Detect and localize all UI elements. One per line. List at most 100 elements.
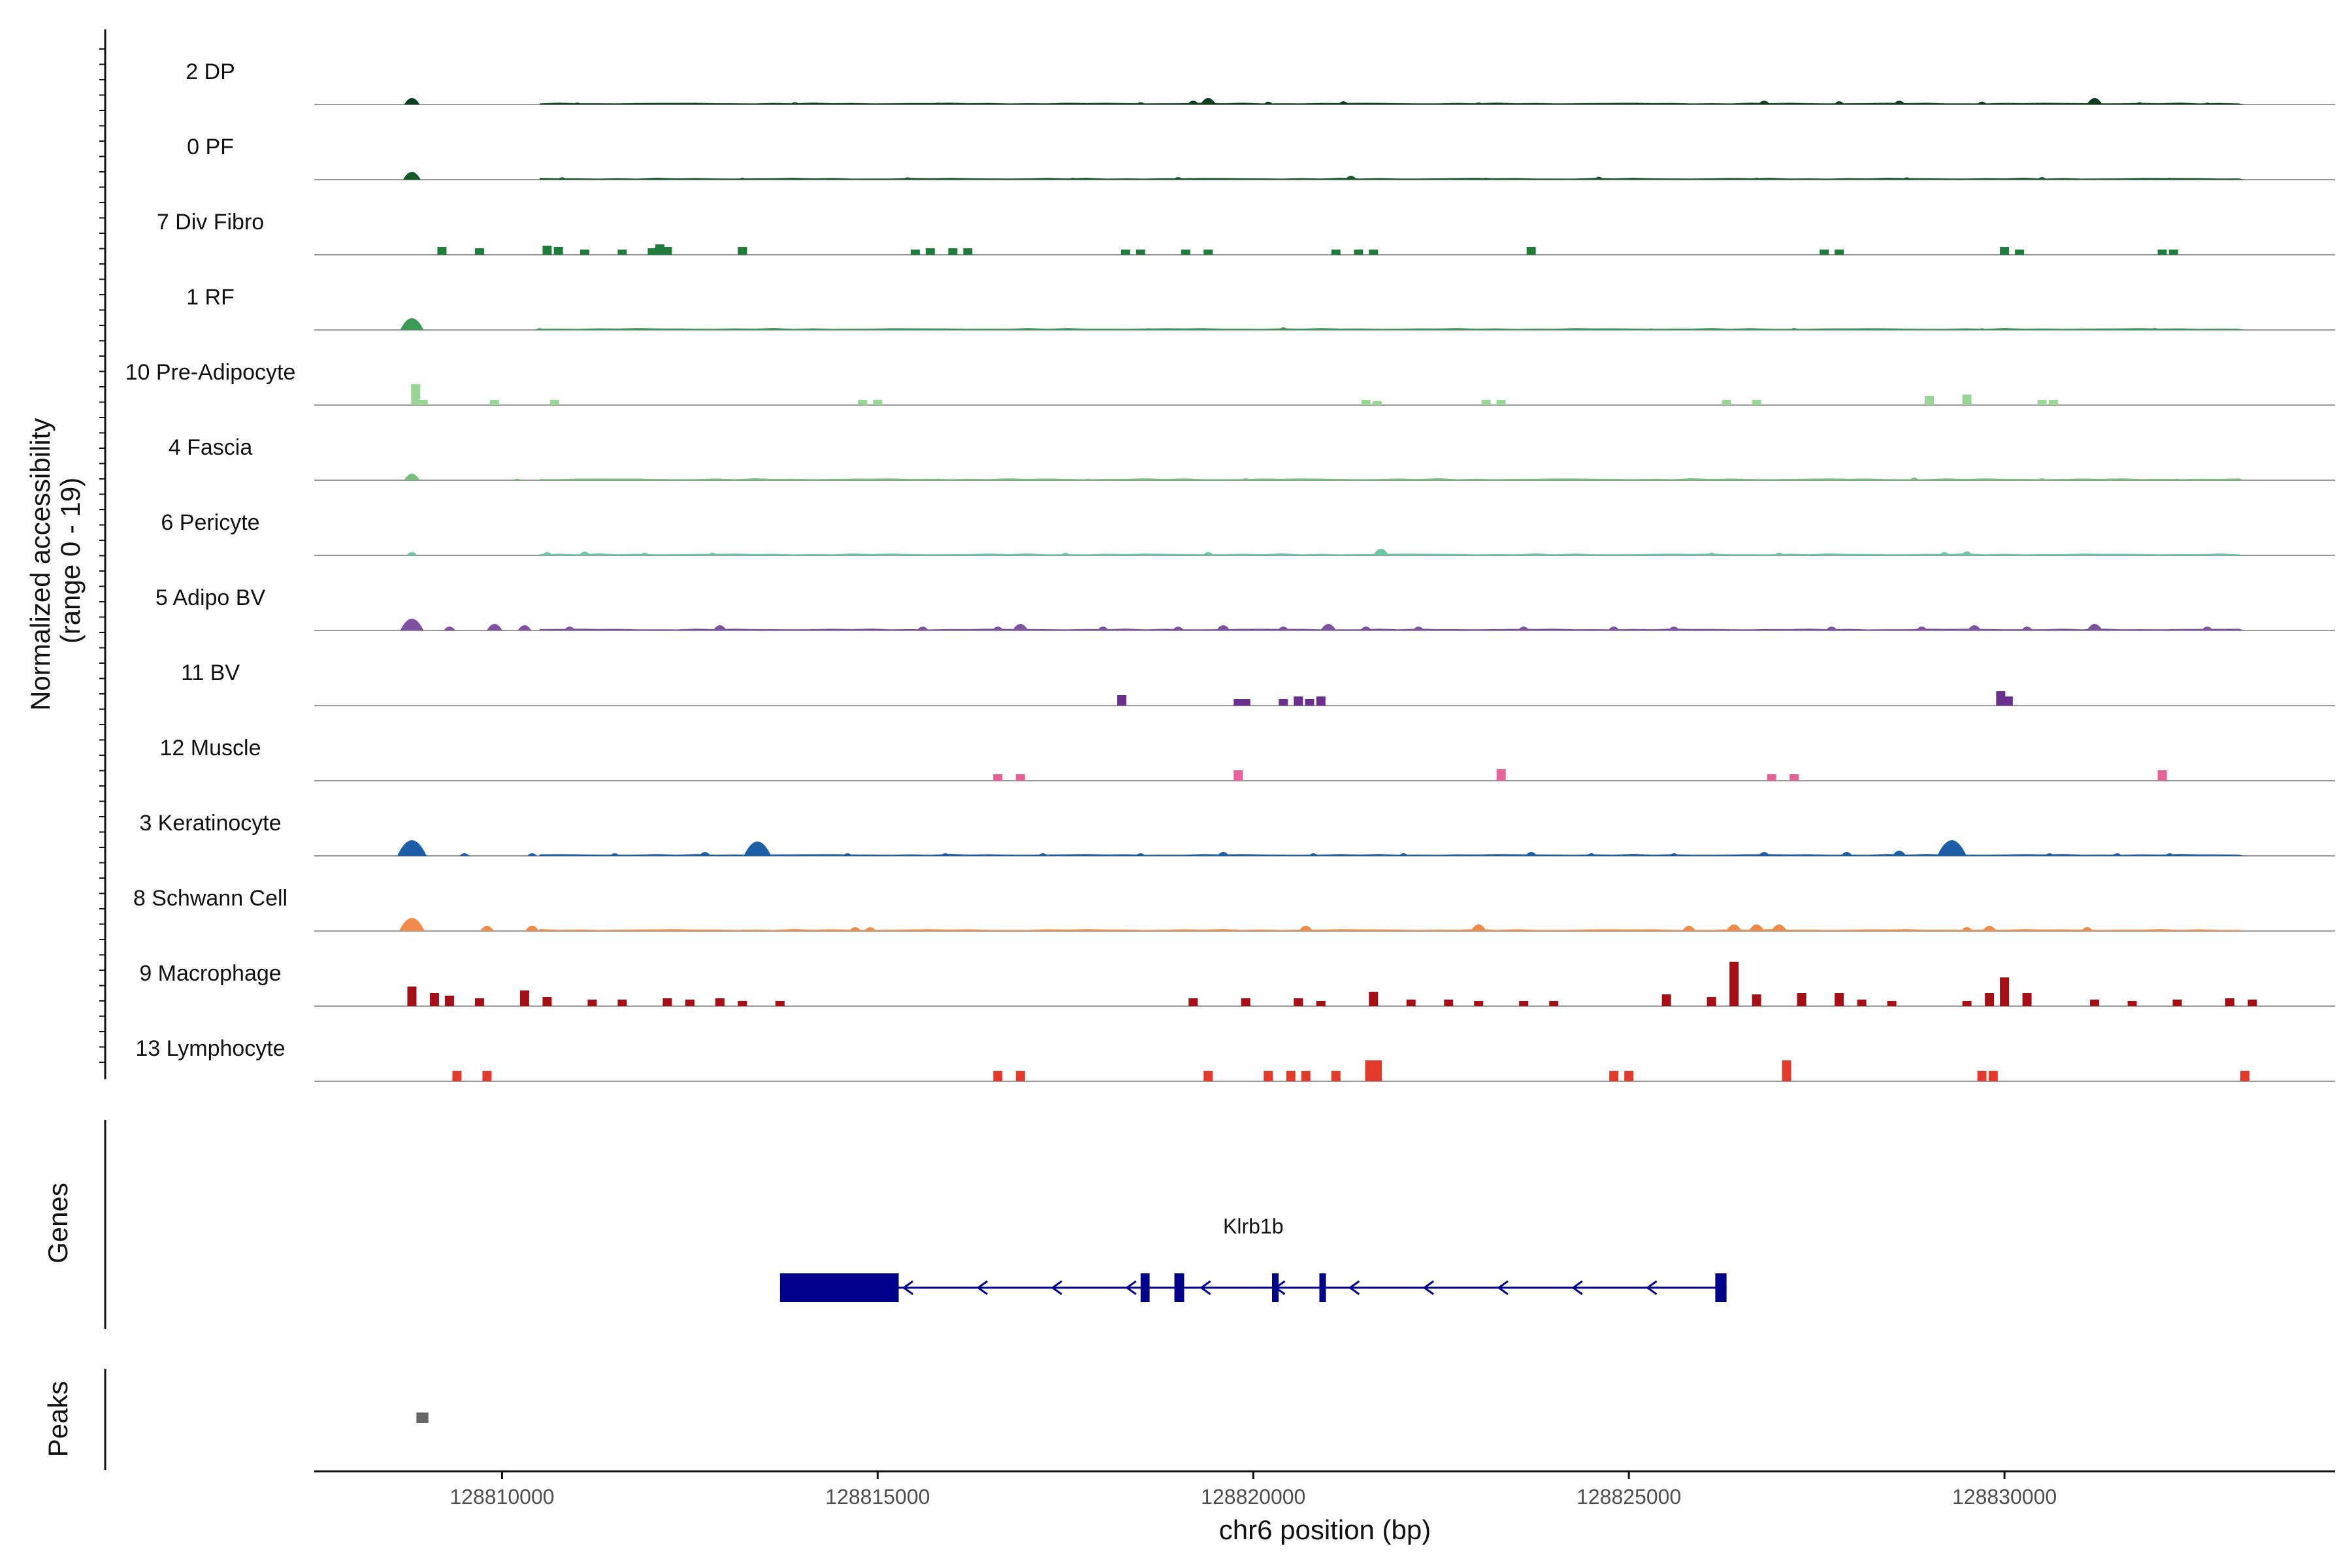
coverage-bar <box>452 1071 462 1081</box>
x-axis-tick-label: 128820000 <box>1201 1485 1305 1509</box>
coverage-bar <box>858 400 868 405</box>
coverage-bar <box>1331 250 1341 255</box>
coverage-peak <box>743 841 772 856</box>
coverage-bar <box>1279 699 1288 706</box>
gene-exon <box>1174 1273 1184 1302</box>
coverage-bar <box>1015 1071 1025 1081</box>
track-label-12-muscle: 12 Muscle <box>160 736 261 760</box>
coverage-bar <box>1369 250 1379 255</box>
x-axis: 128810000 128815000 128820000 128825000 1288… <box>314 1470 2335 1545</box>
coverage-bar <box>1624 1071 1634 1081</box>
gene-model-klrb1b <box>779 1273 1727 1302</box>
strand-arrow <box>1125 1280 1137 1296</box>
track-label-2-dp: 2 DP <box>186 59 235 84</box>
track-label-8-schwann-cell: 8 Schwann Cell <box>133 886 287 911</box>
coverage-bar <box>685 1000 694 1006</box>
coverage-bar <box>418 400 428 405</box>
track-2-dp: 2 DP <box>186 59 2335 105</box>
coverage-bar <box>910 250 920 255</box>
coverage-bar <box>549 400 559 405</box>
coverage-bar <box>1977 1071 1987 1081</box>
track-label-1-rf: 1 RF <box>186 285 235 310</box>
coverage-bar <box>1962 395 1972 405</box>
coverage-bar <box>1820 250 1829 255</box>
coverage-peak <box>1012 624 1028 630</box>
track-7-div-fibro: 7 Div Fibro <box>157 210 2335 255</box>
coverage-bar <box>1241 699 1250 706</box>
coverage-peak <box>1937 840 1967 856</box>
coverage-bar <box>1519 1001 1529 1006</box>
track-6-pericyte: 6 Pericyte <box>161 510 2335 556</box>
coverage-bar <box>1301 1071 1311 1081</box>
track-label-11-bv: 11 BV <box>181 661 240 685</box>
coverage-bar <box>437 247 447 255</box>
x-axis-tick-label: 128830000 <box>1952 1485 2057 1509</box>
coverage-bar <box>2015 250 2025 255</box>
coverage-background <box>539 178 2246 180</box>
coverage-bar <box>1365 1060 1375 1081</box>
coverage-bar <box>1444 1000 1454 1006</box>
peaks-panel: Peaks <box>42 1369 429 1470</box>
track-label-0-pf: 0 PF <box>187 135 234 159</box>
track-8-schwann-cell: 8 Schwann Cell <box>133 886 2335 932</box>
coverage-background <box>539 929 2246 931</box>
x-axis-tick-label: 128810000 <box>449 1485 554 1509</box>
coverage-bar <box>429 993 439 1006</box>
coverage-peak <box>525 926 539 931</box>
coverage-background <box>539 854 2246 856</box>
coverage-background <box>539 328 2246 330</box>
coverage-bar <box>1752 994 1761 1006</box>
genes-title: Genes <box>42 1183 73 1264</box>
coverage-bar <box>1789 774 1799 781</box>
coverage-bar <box>1857 1000 1867 1006</box>
x-axis-ticks: 128810000 128815000 128820000 128825000 1288… <box>449 1471 2057 1509</box>
track-1-rf: 1 RF <box>186 285 2335 331</box>
gene-exon <box>1715 1273 1727 1302</box>
coverage-bar <box>1331 1071 1341 1081</box>
track-12-muscle: 12 Muscle <box>160 736 2335 781</box>
coverage-bar <box>1316 696 1326 706</box>
coverage-peak <box>527 853 537 856</box>
strand-arrow <box>1497 1280 1509 1296</box>
coverage-bar <box>2127 1001 2137 1006</box>
coverage-bar <box>617 1000 627 1006</box>
coverage-bar <box>1286 1071 1296 1081</box>
strand-arrow <box>976 1280 988 1296</box>
coverage-bar <box>715 998 725 1006</box>
y-axis-title-line2: (range 0 - 19) <box>55 478 86 644</box>
coverage-bar <box>1722 400 1731 405</box>
strand-arrow <box>902 1280 914 1296</box>
coverage-bar <box>1264 1071 1273 1081</box>
coverage-bar <box>647 248 657 255</box>
track-0-pf: 0 PF <box>187 135 2335 180</box>
coverage-bar <box>2225 998 2235 1006</box>
track-label-5-adipo-bv: 5 Adipo BV <box>155 585 266 610</box>
coverage-bar <box>2000 977 2010 1006</box>
coverage-bar <box>1729 962 1739 1006</box>
coverage-background <box>539 553 2246 555</box>
coverage-bar <box>2003 696 2013 706</box>
track-label-9-macrophage: 9 Macrophage <box>139 961 281 986</box>
strand-arrow <box>1200 1280 1211 1296</box>
coverage-bar <box>542 997 552 1006</box>
coverage-peak <box>397 840 427 856</box>
coverage-bar <box>1294 998 1303 1006</box>
coverage-bar <box>587 1000 597 1006</box>
coverage-peak <box>402 172 421 180</box>
coverage-peak <box>2087 98 2103 105</box>
coverage-bar <box>1962 1001 1972 1006</box>
coverage-bar <box>1233 699 1243 706</box>
coverage-bar <box>519 990 529 1006</box>
coverage-bar <box>1241 998 1250 1006</box>
track-label-13-lymphocyte: 13 Lymphocyte <box>135 1036 285 1061</box>
coverage-bar <box>2022 993 2032 1006</box>
coverage-bar <box>1203 1071 1213 1081</box>
peak-region <box>416 1413 429 1423</box>
coverage-bar <box>738 1001 747 1006</box>
coverage-bar <box>738 247 747 255</box>
track-label-7-div-fibro: 7 Div Fibro <box>157 210 264 235</box>
coverage-bar <box>1609 1071 1619 1081</box>
coverage-bar <box>655 244 664 255</box>
coverage-bar <box>2240 1071 2250 1081</box>
